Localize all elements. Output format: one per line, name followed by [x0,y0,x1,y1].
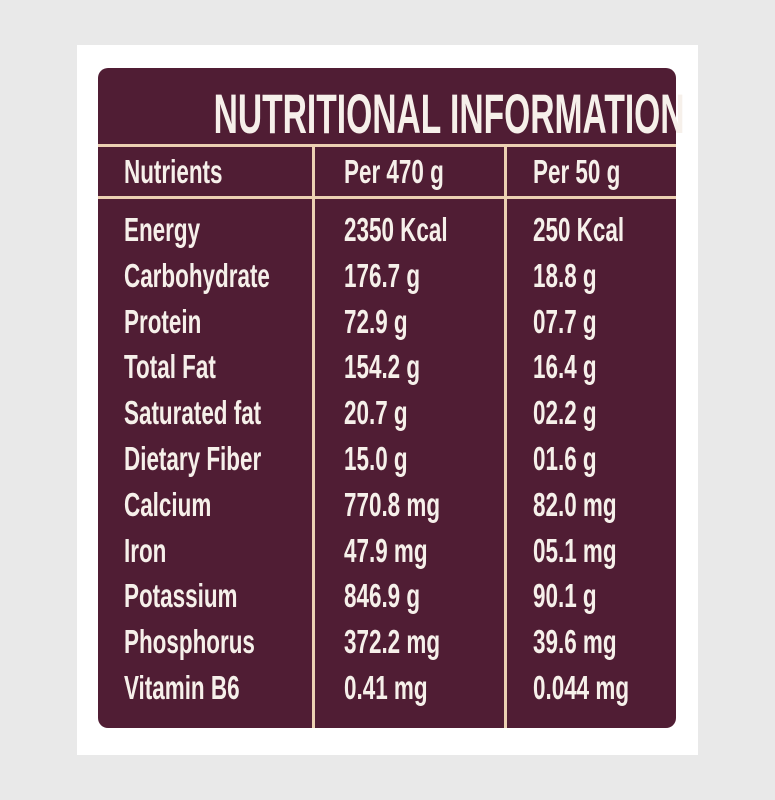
column-header: Nutrients [124,153,223,190]
nutrient-name: Energy [124,211,201,248]
nutrient-value: 39.6 mg [533,623,617,661]
nutrient-value: 372.2 mg [344,623,441,661]
nutrient-value: 2350 Kcal [344,211,448,248]
nutrient-value: 05.1 mg [533,531,617,569]
divider [98,144,676,147]
nutrient-value: 72.9 g [344,302,408,340]
nutrient-value: 01.6 g [533,440,597,477]
column-header: Per 470 g [344,153,444,190]
nutrient-value: 250 Kcal [533,211,625,248]
nutrient-value: 176.7 g [344,256,421,294]
nutrient-name: Potassium [124,577,238,615]
nutrient-name: Vitamin B6 [124,669,240,706]
nutrient-value: 15.0 g [344,440,408,477]
nutrient-name: Saturated fat [124,394,262,432]
nutrient-value: 770.8 mg [344,485,441,523]
nutrient-value: 16.4 g [533,348,597,386]
nutrient-value: 82.0 mg [533,485,617,523]
nutrient-name: Carbohydrate [124,256,270,294]
divider [312,145,315,728]
nutrient-name: Calcium [124,485,212,523]
nutrient-value: 90.1 g [533,577,597,615]
column-header: Per 50 g [533,153,621,190]
nutrient-value: 846.9 g [344,577,421,615]
nutrient-value: 47.9 mg [344,531,428,569]
nutrient-name: Phosphorus [124,623,255,661]
divider [504,145,507,728]
nutrient-value: 02.2 g [533,394,597,432]
nutrient-value: 0.044 mg [533,669,630,706]
label-panel [98,68,676,728]
title: NUTRITIONAL INFORMATION [213,82,685,145]
nutrient-name: Protein [124,302,202,340]
nutrient-value: 20.7 g [344,394,408,432]
nutrient-name: Total Fat [124,348,216,386]
nutrient-value: 07.7 g [533,302,597,340]
nutrient-name: Iron [124,531,167,569]
nutrient-value: 0.41 mg [344,669,428,706]
divider [98,196,676,199]
nutrient-name: Dietary Fiber [124,440,262,477]
nutrient-value: 154.2 g [344,348,421,386]
nutrient-value: 18.8 g [533,256,597,294]
